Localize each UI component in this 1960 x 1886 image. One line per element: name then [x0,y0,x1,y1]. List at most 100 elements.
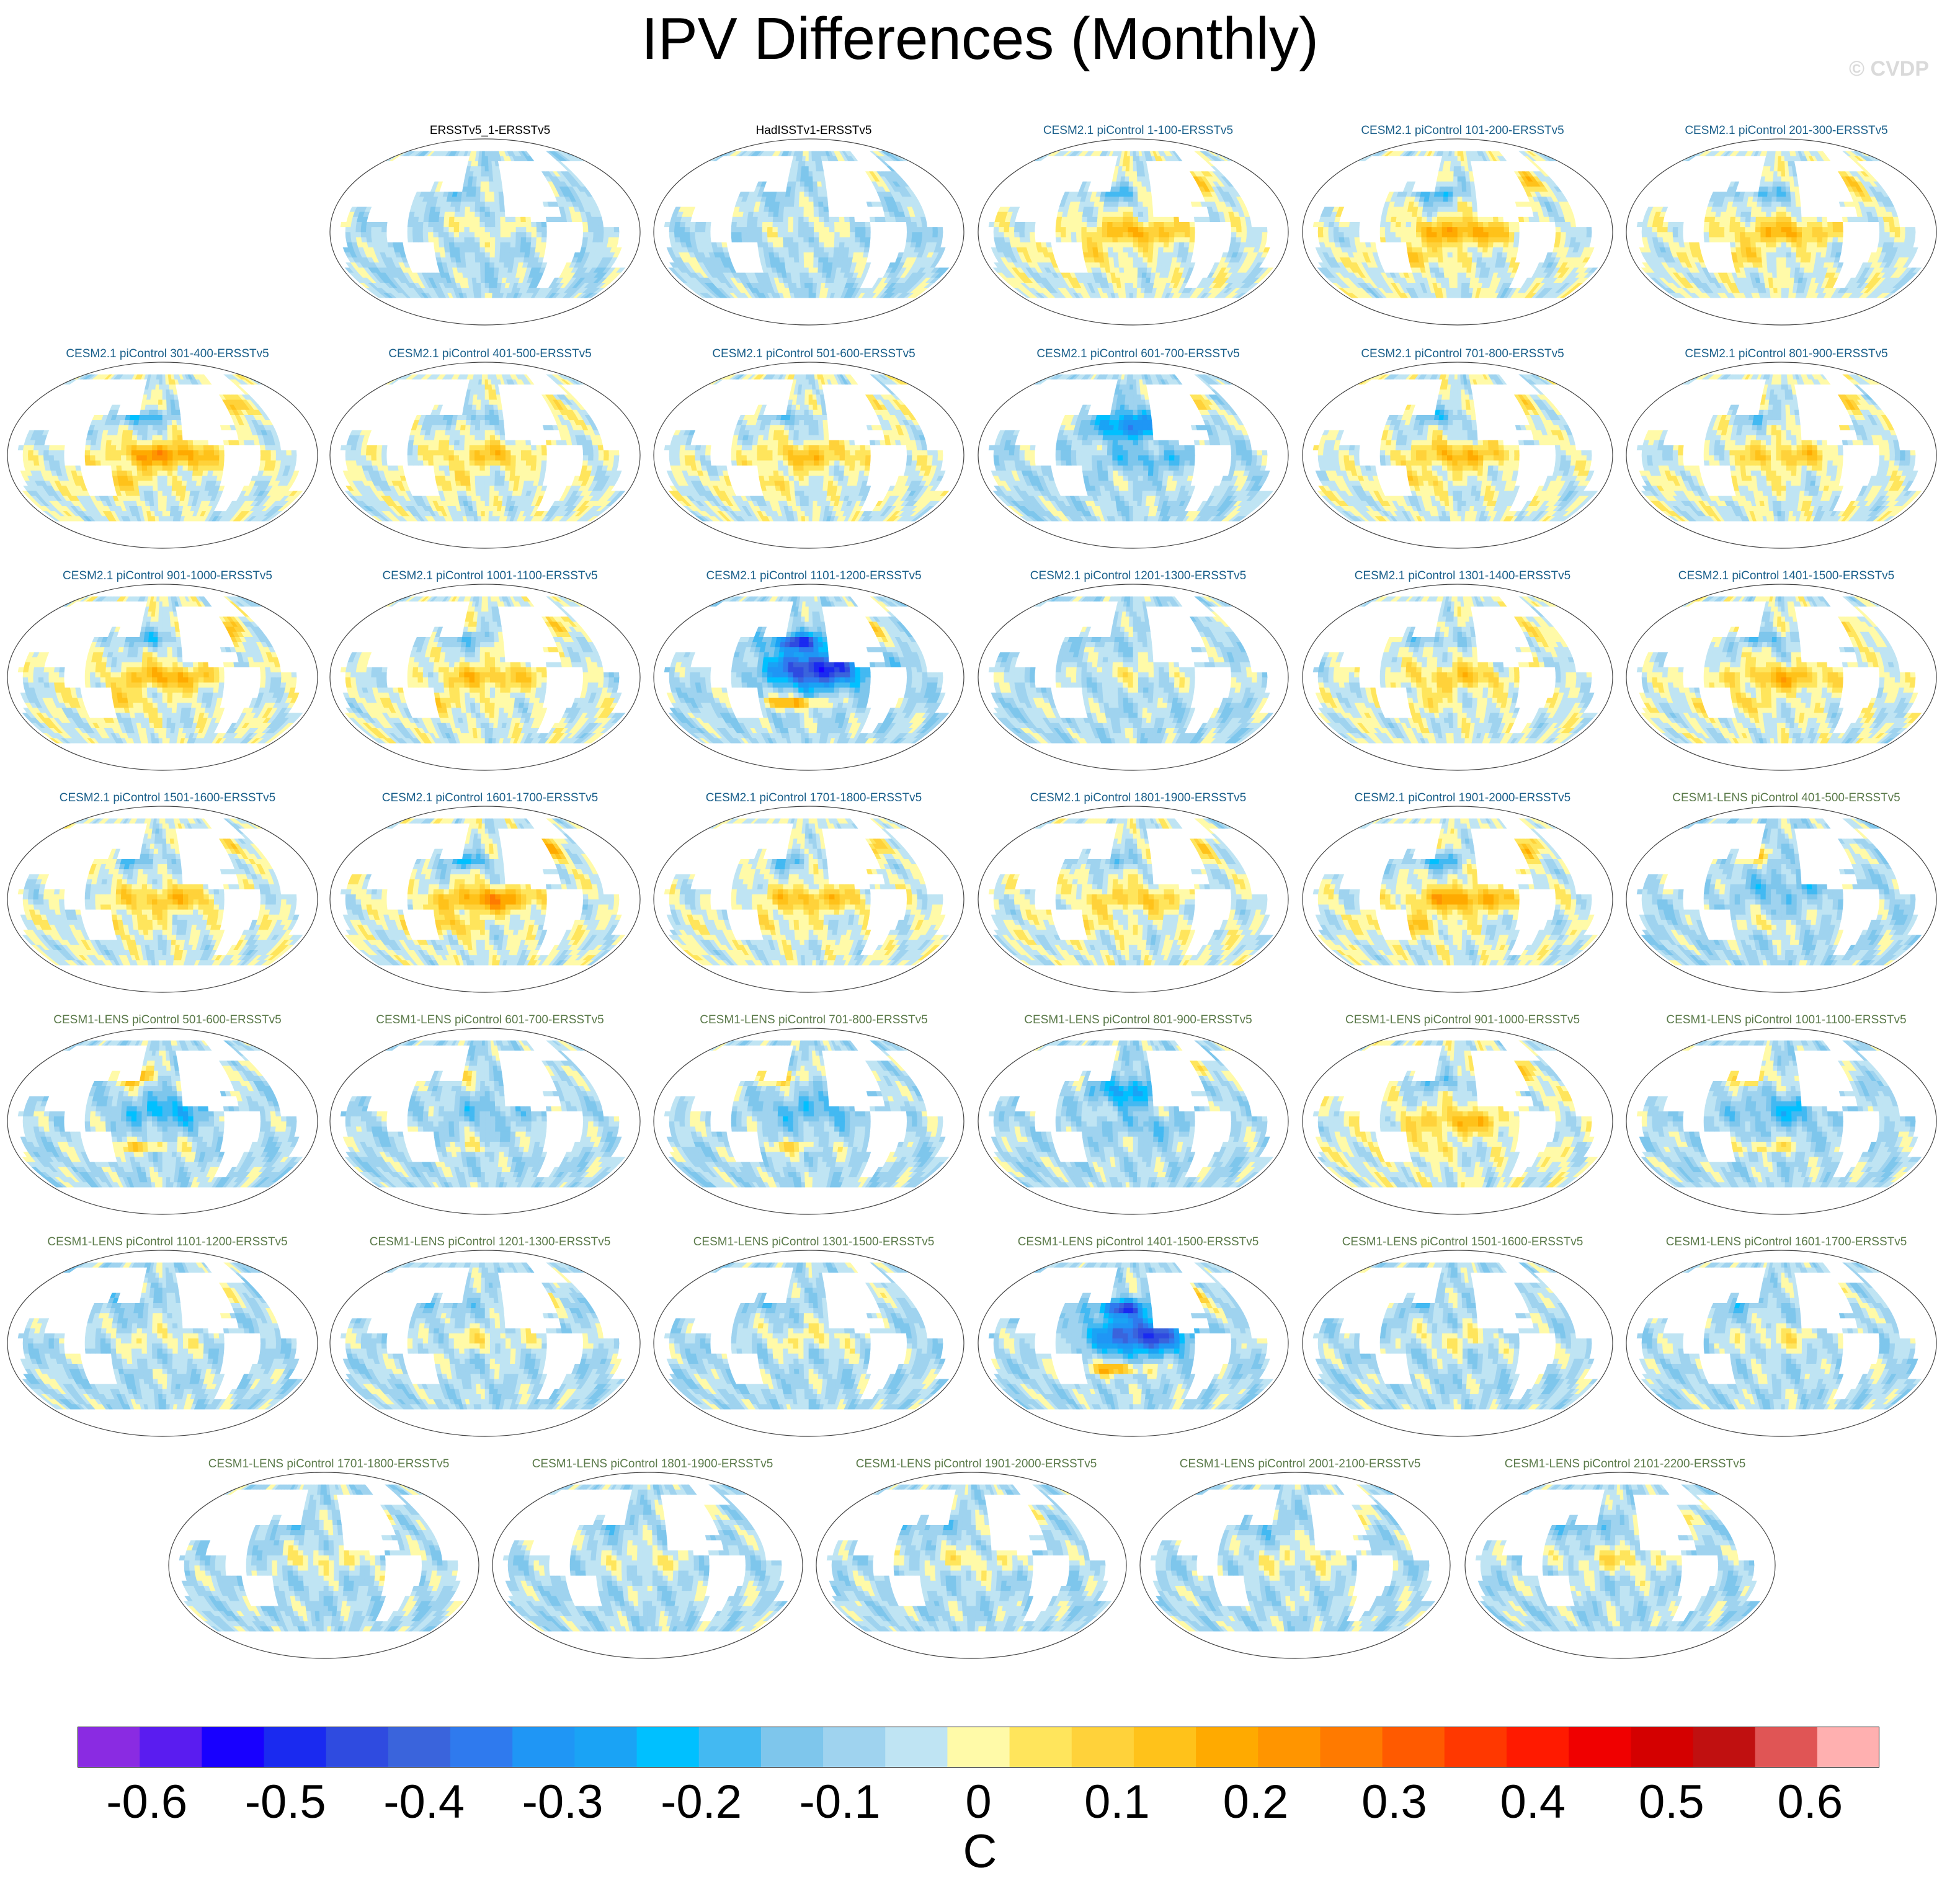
colorbar-segment [1817,1727,1879,1768]
colorbar-segment [1631,1727,1693,1768]
map-panel-title: CESM1-LENS piControl 1901-2000-ERSSTv5 [803,1457,1150,1471]
colorbar-segment [1258,1727,1321,1768]
map-panel: CESM2.1 piControl 1701-1800-ERSSTv5 [653,791,975,1015]
map-panel: CESM2.1 piControl 1001-1100-ERSSTv5 [329,569,651,793]
sst-difference-map [491,1471,804,1660]
map-panel: CESM2.1 piControl 1301-1400-ERSSTv5 [1301,569,1624,793]
map-panel: CESM2.1 piControl 901-1000-ERSSTv5 [6,569,329,793]
sst-difference-map [6,361,319,549]
map-panel-title: CESM1-LENS piControl 1301-1500-ERSSTv5 [640,1235,987,1249]
sst-difference-map [1301,583,1614,772]
sst-field [654,1250,964,1436]
sst-field [978,806,1288,992]
sst-field [1303,1250,1613,1436]
sst-difference-map [6,1249,319,1438]
sst-field [7,806,318,992]
colorbar-tick-label: -0.1 [800,1775,881,1829]
sst-difference-map [329,805,641,994]
sst-field [1626,139,1936,325]
colorbar-segment [637,1727,700,1768]
map-panel: CESM1-LENS piControl 1601-1700-ERSSTv5 [1625,1235,1948,1459]
map-panel: CESM1-LENS piControl 901-1000-ERSSTv5 [1301,1013,1624,1237]
sst-difference-map [329,361,641,549]
map-panel: CESM2.1 piControl 1601-1700-ERSSTv5 [329,791,651,1015]
sst-field [816,1472,1126,1658]
sst-difference-map [815,1471,1128,1660]
map-panel-title: CESM1-LENS piControl 801-900-ERSSTv5 [964,1013,1312,1027]
map-panel: CESM2.1 piControl 401-500-ERSSTv5 [329,347,651,571]
map-panel-title: CESM1-LENS piControl 1101-1200-ERSSTv5 [0,1235,341,1249]
colorbar-segment [1320,1727,1383,1768]
sst-difference-map [1625,138,1938,326]
map-panel-title: CESM2.1 piControl 301-400-ERSSTv5 [0,347,341,361]
sst-field [654,139,964,325]
colorbar-segment [823,1727,886,1768]
sst-difference-map [653,805,965,994]
map-panel: CESM2.1 piControl 1101-1200-ERSSTv5 [653,569,975,793]
map-panel: ERSSTv5_1-ERSSTv5 [329,124,651,347]
map-panel-title: CESM1-LENS piControl 2101-2200-ERSSTv5 [1451,1457,1799,1471]
colorbar-segment [885,1727,948,1768]
colorbar-tick-label: 0.6 [1777,1775,1843,1829]
colorbar-tick-label: -0.5 [245,1775,326,1829]
sst-field [1303,362,1613,548]
map-panel: CESM1-LENS piControl 1101-1200-ERSSTv5 [6,1235,329,1459]
sst-difference-map [6,583,319,772]
map-panel-title: CESM2.1 piControl 901-1000-ERSSTv5 [0,569,341,583]
map-panel-title: CESM2.1 piControl 501-600-ERSSTv5 [640,347,987,361]
colorbar [78,1727,1879,1768]
map-panel-title: CESM1-LENS piControl 501-600-ERSSTv5 [0,1013,341,1027]
colorbar-segment [947,1727,1010,1768]
map-panel: CESM1-LENS piControl 1501-1600-ERSSTv5 [1301,1235,1624,1459]
map-panel-title: CESM2.1 piControl 1301-1400-ERSSTv5 [1289,569,1636,583]
map-panel-title: CESM1-LENS piControl 401-500-ERSSTv5 [1613,791,1960,805]
map-panel: CESM2.1 piControl 1-100-ERSSTv5 [977,124,1299,347]
colorbar-segment [78,1727,140,1768]
sst-field [7,362,318,548]
colorbar-segment [699,1727,762,1768]
sst-difference-map [653,1027,965,1216]
colorbar-unit-label: C [0,1825,1960,1879]
colorbar-segment [264,1727,327,1768]
sst-difference-map [167,1471,480,1660]
sst-difference-map [1625,583,1938,772]
map-panel-title: CESM2.1 piControl 1601-1700-ERSSTv5 [316,791,664,805]
sst-difference-map [653,138,965,326]
colorbar-segment [512,1727,575,1768]
sst-difference-map [1301,138,1614,326]
map-panel-title: CESM2.1 piControl 201-300-ERSSTv5 [1613,124,1960,138]
colorbar-segment [1693,1727,1755,1768]
map-panel: CESM2.1 piControl 701-800-ERSSTv5 [1301,347,1624,571]
map-panel-title: CESM2.1 piControl 801-900-ERSSTv5 [1613,347,1960,361]
map-panel-title: CESM1-LENS piControl 1601-1700-ERSSTv5 [1613,1235,1960,1249]
sst-difference-map [329,138,641,326]
map-panel-title: CESM2.1 piControl 101-200-ERSSTv5 [1289,124,1636,138]
sst-difference-map [977,1249,1290,1438]
colorbar-tick-label: 0.3 [1361,1775,1427,1829]
sst-difference-map [1625,1027,1938,1216]
colorbar-tick-label: 0.2 [1223,1775,1289,1829]
colorbar-tick-labels: -0.6 -0.5 -0.4 -0.3 -0.2 -0.1 0 0.1 0.2 0.3 0.4 0.5… [0,1775,1960,1831]
sst-difference-map [653,1249,965,1438]
colorbar-segment [1196,1727,1258,1768]
map-panel: CESM1-LENS piControl 1001-1100-ERSSTv5 [1625,1013,1948,1237]
map-panel-title: CESM2.1 piControl 1701-1800-ERSSTv5 [640,791,987,805]
map-panel-title: CESM1-LENS piControl 1501-1600-ERSSTv5 [1289,1235,1636,1249]
sst-field [1626,1028,1936,1214]
colorbar-segment [1755,1727,1818,1768]
map-panel: HadISSTv1-ERSSTv5 [653,124,975,347]
colorbar-segment [1445,1727,1507,1768]
map-panel-title: CESM1-LENS piControl 1701-1800-ERSSTv5 [155,1457,502,1471]
map-panel: CESM2.1 piControl 1901-2000-ERSSTv5 [1301,791,1624,1015]
colorbar-segment [450,1727,513,1768]
sst-difference-map [1301,805,1614,994]
colorbar-tick-label: -0.4 [383,1775,465,1829]
sst-difference-map [329,1249,641,1438]
colorbar-tick-label: 0.4 [1500,1775,1566,1829]
map-panel: CESM1-LENS piControl 1201-1300-ERSSTv5 [329,1235,651,1459]
sst-field [978,1250,1288,1436]
sst-difference-map [329,583,641,772]
sst-field [978,1028,1288,1214]
sst-field [1626,362,1936,548]
colorbar-segment [1507,1727,1569,1768]
